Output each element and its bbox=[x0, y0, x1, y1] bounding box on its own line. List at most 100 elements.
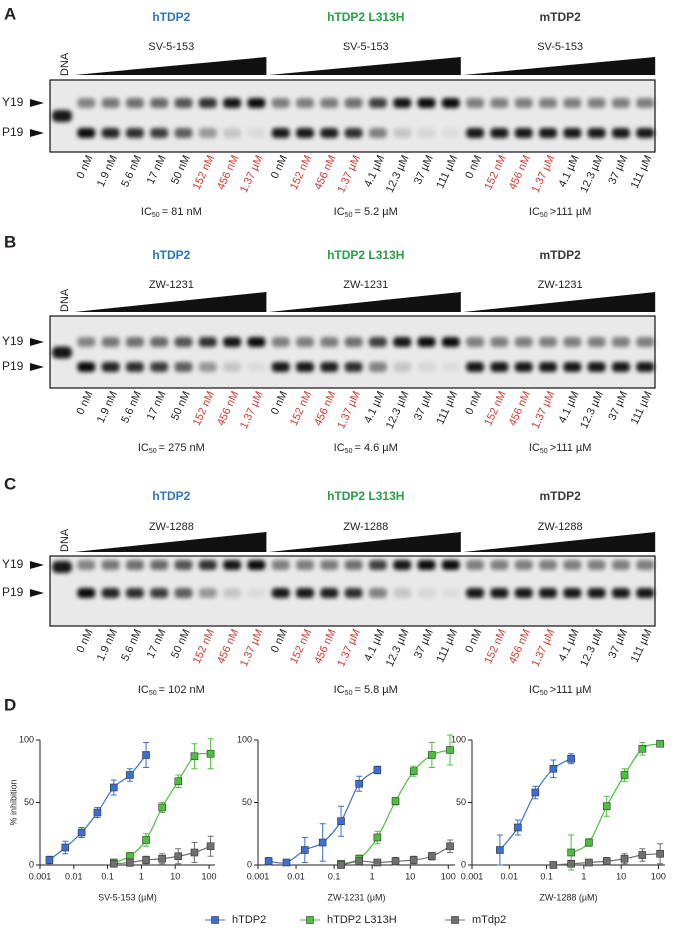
band bbox=[466, 588, 485, 598]
ic50: IC50 = 5.8 µM bbox=[334, 684, 398, 697]
lane-label: 0 nM bbox=[463, 389, 484, 416]
band bbox=[368, 128, 387, 138]
ic50-symbol: IC bbox=[138, 442, 149, 454]
lane-label: 1.37 µM bbox=[530, 627, 558, 668]
lane-label: 1.37 µM bbox=[335, 627, 363, 668]
compound-name: ZW-1231 bbox=[538, 279, 583, 291]
lane-label: 37 µM bbox=[412, 627, 436, 660]
band bbox=[198, 588, 217, 598]
marker bbox=[61, 843, 70, 852]
band bbox=[441, 588, 460, 598]
band bbox=[539, 337, 557, 347]
lane-label: 5.6 nM bbox=[119, 627, 144, 663]
lane-label: 0 nM bbox=[463, 627, 484, 654]
arrowhead bbox=[30, 363, 44, 371]
band bbox=[101, 362, 120, 372]
marker bbox=[373, 833, 382, 842]
band bbox=[539, 560, 557, 570]
band bbox=[441, 362, 460, 372]
band bbox=[247, 337, 266, 347]
panel-label: D bbox=[4, 695, 16, 714]
band bbox=[466, 128, 485, 138]
band bbox=[223, 588, 242, 598]
marker bbox=[446, 842, 454, 851]
band bbox=[417, 128, 436, 138]
compound-name: SV-5-153 bbox=[537, 41, 583, 53]
lane-label: 0 nM bbox=[269, 627, 290, 654]
band bbox=[296, 128, 314, 138]
legend-label: mTdp2 bbox=[472, 914, 506, 926]
concentration-wedge bbox=[463, 292, 656, 312]
band bbox=[150, 337, 169, 347]
band bbox=[466, 560, 485, 570]
band bbox=[514, 362, 533, 372]
band bbox=[174, 560, 193, 570]
ic50: IC50 = 4.6 µM bbox=[334, 442, 398, 455]
band bbox=[393, 588, 412, 598]
band bbox=[125, 128, 144, 138]
concentration-wedge bbox=[268, 57, 461, 75]
band bbox=[52, 346, 72, 359]
x-axis-label: ZW-1288 (µM) bbox=[539, 892, 597, 902]
y19-label: Y19 bbox=[2, 95, 24, 109]
lane-label: 111 µM bbox=[434, 627, 460, 664]
marker bbox=[142, 836, 150, 844]
marker bbox=[264, 857, 273, 866]
compound-name: ZW-1231 bbox=[343, 279, 388, 291]
group-name: hTDP2 L313H bbox=[327, 248, 404, 262]
band bbox=[320, 98, 339, 108]
band bbox=[77, 128, 96, 138]
band bbox=[417, 588, 436, 598]
band bbox=[514, 560, 533, 570]
marker bbox=[514, 823, 522, 832]
group-name: mTDP2 bbox=[539, 10, 581, 24]
band bbox=[587, 98, 606, 108]
band bbox=[271, 98, 290, 108]
concentration-wedge bbox=[74, 532, 267, 552]
y19-label: Y19 bbox=[2, 557, 24, 571]
band bbox=[271, 337, 290, 347]
band bbox=[271, 362, 290, 372]
ic50-symbol: IC bbox=[529, 206, 540, 218]
ic50-symbol: IC bbox=[334, 684, 345, 696]
ic50: IC50 = 5.2 µM bbox=[334, 206, 398, 219]
band bbox=[563, 337, 582, 347]
lane-label: 37 µM bbox=[412, 389, 436, 422]
x-axis-label: SV-5-153 (µM) bbox=[98, 892, 157, 902]
band bbox=[587, 128, 606, 138]
band bbox=[441, 560, 460, 570]
lane-label: 37 µM bbox=[606, 153, 630, 186]
marker bbox=[373, 766, 382, 774]
ic50: IC50 = 81 nM bbox=[141, 206, 202, 219]
band bbox=[344, 362, 363, 372]
lane-label: 111 µM bbox=[629, 153, 655, 190]
band bbox=[514, 98, 533, 108]
band bbox=[441, 337, 460, 347]
band bbox=[417, 98, 436, 108]
lane-label: 0 nM bbox=[463, 153, 484, 180]
y-tick-label: 50 bbox=[24, 797, 34, 807]
band bbox=[417, 337, 436, 347]
lane-label: 456 nM bbox=[312, 627, 338, 665]
ic50-sub: 50 bbox=[345, 690, 353, 697]
lane-label: 111 µM bbox=[629, 627, 655, 664]
band bbox=[247, 362, 266, 372]
band bbox=[368, 337, 387, 347]
lane-label: 4.1 µM bbox=[362, 389, 387, 425]
lane-label: 1.37 µM bbox=[238, 389, 266, 430]
marker bbox=[409, 856, 418, 864]
lane-label: 17 nM bbox=[145, 389, 169, 422]
lane-label: 456 nM bbox=[215, 389, 241, 427]
band bbox=[441, 128, 460, 138]
lane-label: 1.9 nM bbox=[95, 153, 120, 189]
band bbox=[271, 560, 290, 570]
dna-label: DNA bbox=[59, 288, 71, 312]
band bbox=[174, 362, 193, 372]
marker bbox=[638, 851, 647, 859]
marker bbox=[428, 852, 436, 861]
band bbox=[320, 588, 339, 598]
marker bbox=[355, 857, 363, 866]
ic50-value: = 5.2 µM bbox=[354, 206, 397, 218]
lane-label: 12.3 µM bbox=[578, 153, 606, 194]
ic50: IC50 = 275 nM bbox=[138, 442, 205, 455]
